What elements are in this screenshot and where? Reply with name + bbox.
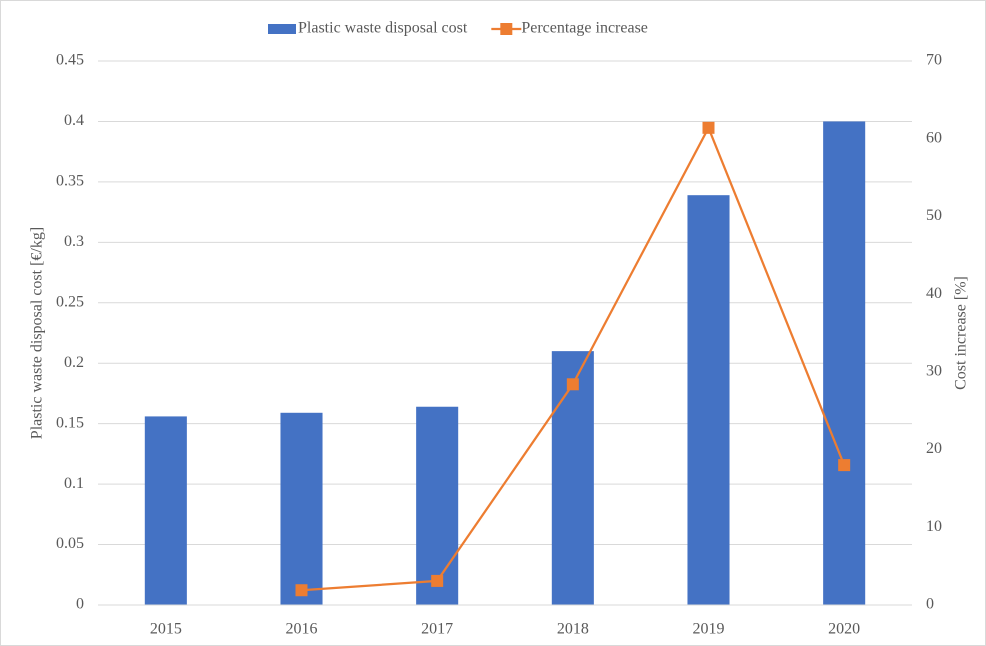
y-tick-label: 0.35: [56, 173, 84, 190]
y-tick-label: 0.3: [64, 233, 84, 250]
y2-tick-label: 70: [926, 52, 942, 69]
bar: [551, 351, 594, 605]
x-tick-label: 2015: [150, 621, 182, 638]
line-marker: [295, 584, 308, 597]
y2-axis-title: Cost increase [%]: [953, 276, 970, 390]
bar: [144, 416, 187, 605]
legend-label: Percentage increase: [521, 20, 648, 37]
y-axis-title: Plastic waste disposal cost [€/kg]: [29, 227, 46, 439]
line-marker: [566, 378, 579, 391]
x-tick-label: 2016: [286, 621, 318, 638]
x-tick-label: 2019: [693, 621, 725, 638]
bar: [416, 406, 459, 605]
legend-swatch: [268, 24, 296, 34]
y2-tick-label: 0: [926, 596, 934, 613]
y2-tick-label: 10: [926, 518, 942, 535]
line-marker: [431, 574, 444, 587]
line-marker: [702, 121, 715, 134]
x-tick-label: 2017: [421, 621, 453, 638]
y-tick-label: 0.25: [56, 293, 84, 310]
bar: [687, 195, 730, 606]
y2-tick-label: 30: [926, 363, 942, 380]
y-tick-label: 0.2: [64, 354, 84, 371]
bar: [823, 121, 866, 605]
y2-tick-label: 50: [926, 207, 942, 224]
x-tick-label: 2018: [557, 621, 589, 638]
y2-tick-label: 40: [926, 285, 942, 302]
legend-swatch: [500, 23, 513, 35]
y-tick-label: 0.15: [56, 414, 84, 431]
y-tick-label: 0.1: [64, 475, 84, 492]
y-tick-label: 0.45: [56, 52, 84, 69]
x-tick-label: 2020: [828, 621, 860, 638]
bar: [280, 412, 323, 605]
y-tick-label: 0.4: [64, 112, 84, 129]
y2-tick-label: 20: [926, 440, 942, 457]
legend-label: Plastic waste disposal cost: [298, 20, 468, 37]
line-marker: [838, 459, 851, 472]
y-tick-label: 0.05: [56, 535, 84, 552]
y-tick-label: 0: [76, 596, 84, 613]
y2-tick-label: 60: [926, 129, 942, 146]
